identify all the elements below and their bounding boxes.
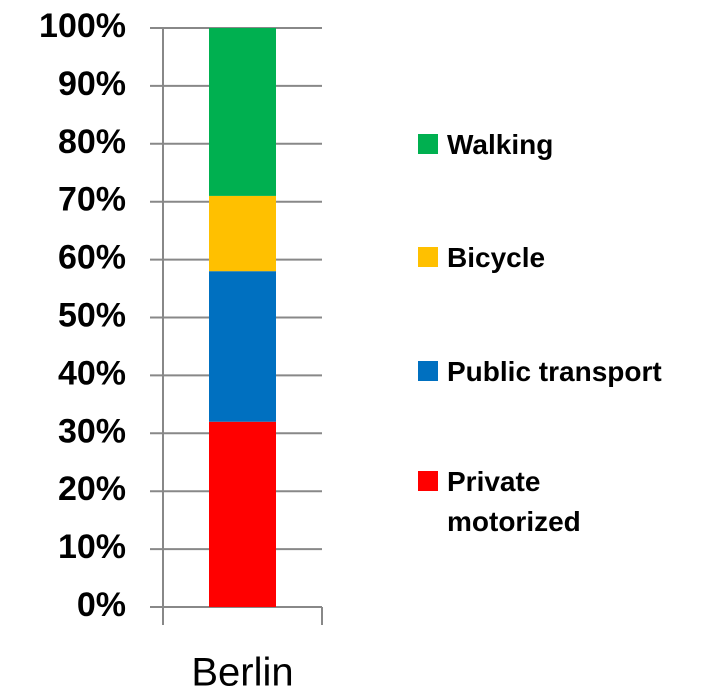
y-tick-label: 60%	[58, 239, 126, 277]
y-tick-label: 0%	[77, 586, 126, 624]
y-tick-label: 30%	[58, 412, 126, 450]
y-tick-label: 40%	[58, 354, 126, 392]
y-tick-label: 50%	[58, 296, 126, 334]
y-tick-label: 100%	[39, 7, 126, 45]
y-tick-label: 80%	[58, 123, 126, 161]
y-tick-label: 20%	[58, 470, 126, 508]
x-tick-label: Berlin	[191, 651, 293, 695]
bar-segment	[209, 421, 276, 607]
bar-segment	[209, 271, 276, 422]
y-tick-label: 90%	[58, 65, 126, 103]
y-tick-label: 70%	[58, 181, 126, 219]
y-tick-label: 10%	[58, 528, 126, 566]
bar-segment	[209, 28, 276, 196]
bar-segment	[209, 195, 276, 272]
